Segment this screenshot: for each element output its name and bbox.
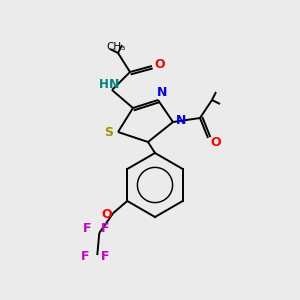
Text: N: N (109, 79, 119, 92)
Text: F: F (81, 250, 89, 263)
Text: O: O (101, 208, 112, 221)
Text: O: O (155, 58, 165, 70)
Text: F: F (83, 223, 92, 236)
Text: N: N (157, 85, 167, 98)
Text: F: F (101, 223, 110, 236)
Text: O: O (211, 136, 221, 148)
Text: N: N (176, 113, 186, 127)
Text: H: H (99, 79, 109, 92)
Text: F: F (101, 250, 110, 263)
Text: S: S (104, 125, 113, 139)
Text: CH₃: CH₃ (106, 42, 126, 52)
